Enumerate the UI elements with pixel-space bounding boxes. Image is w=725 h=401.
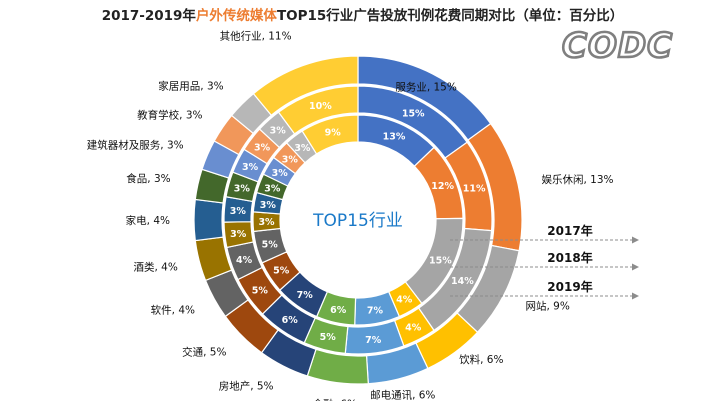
slice-label-2017年-服务业: 13%	[383, 131, 406, 142]
slice-label-2018年-交通: 5%	[252, 285, 269, 296]
year-marker-arrow-2019年	[632, 292, 639, 300]
slice-label-2018年-酒类: 3%	[230, 229, 247, 240]
slice-label-2017年-酒类: 3%	[258, 217, 275, 228]
outer-label-房地产: 房地产, 5%	[219, 380, 274, 393]
outer-label-建筑器材及服务: 建筑器材及服务, 3%	[87, 139, 184, 152]
outer-label-娱乐休闲: 娱乐休闲, 13%	[541, 173, 613, 186]
outer-label-饮料: 饮料, 6%	[459, 353, 503, 366]
slice-label-2018年-娱乐休闲: 11%	[463, 183, 486, 194]
outer-label-邮电通讯: 邮电通讯, 6%	[370, 388, 435, 401]
slice-label-2017年-交通: 5%	[273, 265, 290, 276]
slice-label-2017年-娱乐休闲: 12%	[431, 181, 454, 192]
slice-label-2017年-网站: 15%	[429, 255, 452, 266]
slice-label-2017年-食品: 3%	[264, 183, 281, 194]
slice-2018年-其他行业	[277, 85, 359, 135]
slice-label-2018年-网站: 14%	[451, 276, 474, 287]
slice-label-2017年-邮电通讯: 7%	[367, 305, 384, 316]
slice-label-2018年-教育学校: 3%	[254, 143, 271, 154]
slice-label-2018年-其他行业: 10%	[309, 101, 332, 112]
outer-label-食品: 食品, 3%	[126, 172, 170, 185]
outer-label-网站: 网站, 9%	[526, 299, 570, 312]
outer-label-家电: 家电, 4%	[126, 214, 170, 227]
segment-labels-group: 13%12%15%4%7%6%7%5%5%3%3%3%3%3%3%9%15%11…	[230, 101, 486, 346]
slice-label-2018年-家居用品: 3%	[270, 126, 287, 137]
center-label: TOP15行业	[312, 211, 403, 231]
slice-label-2017年-软件: 5%	[262, 239, 279, 250]
title-suffix: TOP15行业广告投放刊例花费同期对比（单位：百分比）	[276, 8, 624, 24]
slice-label-2017年-教育学校: 3%	[282, 154, 299, 165]
slice-label-2018年-金融: 5%	[320, 332, 337, 343]
slice-label-2017年-饮料: 4%	[396, 295, 413, 306]
slice-label-2017年-金融: 6%	[330, 305, 347, 316]
slice-label-2017年-家居用品: 3%	[294, 143, 311, 154]
year-label-2018年: 2018年	[547, 250, 592, 265]
chart-title: 2017-2019年户外传统媒体TOP15行业广告投放刊例花费同期对比（单位：百…	[0, 4, 725, 24]
slice-label-2018年-家电: 3%	[230, 206, 247, 217]
title-highlight: 户外传统媒体	[195, 8, 277, 24]
rings-group	[193, 55, 523, 385]
title-prefix: 2017-2019年	[101, 8, 196, 24]
slice-label-2018年-食品: 3%	[234, 183, 251, 194]
outer-label-其他行业: 其他行业, 11%	[220, 30, 292, 43]
outer-labels-group: 服务业, 15% 娱乐休闲, 13% 网站, 9% 饮料, 6% 邮电通讯, 6% 金融,…	[87, 30, 614, 401]
outer-label-酒类: 酒类, 4%	[133, 260, 177, 273]
slice-label-2018年-房地产: 6%	[282, 315, 299, 326]
slice-label-2017年-家电: 3%	[260, 200, 277, 211]
slice-label-2018年-服务业: 15%	[402, 108, 425, 119]
slice-label-2017年-建筑器材及服务: 3%	[272, 168, 289, 179]
slice-label-2018年-饮料: 4%	[405, 323, 422, 334]
year-label-2017年: 2017年	[547, 223, 592, 238]
slice-2019年-家电	[193, 198, 224, 242]
year-label-2019年: 2019年	[547, 279, 592, 294]
slice-label-2017年-其他行业: 9%	[325, 128, 342, 139]
codc-logo: CODC	[561, 25, 674, 66]
year-markers-group: 2017年 2018年 2019年	[450, 223, 639, 300]
slice-2017年-其他行业	[301, 114, 359, 155]
slice-2019年-其他行业	[252, 55, 359, 117]
outer-label-家居用品: 家居用品, 3%	[158, 80, 223, 93]
slice-label-2017年-房地产: 7%	[297, 290, 314, 301]
slice-label-2018年-建筑器材及服务: 3%	[242, 162, 259, 173]
outer-label-软件: 软件, 4%	[151, 304, 195, 317]
outer-label-交通: 交通, 5%	[182, 346, 226, 359]
year-marker-arrow-2017年	[632, 236, 639, 244]
slice-label-2018年-邮电通讯: 7%	[365, 335, 382, 346]
outer-label-教育学校: 教育学校, 3%	[137, 108, 202, 121]
slice-label-2018年-软件: 4%	[236, 255, 253, 266]
logo-text: CODC	[562, 26, 673, 66]
year-marker-arrow-2018年	[632, 263, 639, 271]
outer-label-金融: 金融, 6%	[313, 398, 357, 401]
outer-label-服务业: 服务业, 15%	[395, 80, 457, 93]
